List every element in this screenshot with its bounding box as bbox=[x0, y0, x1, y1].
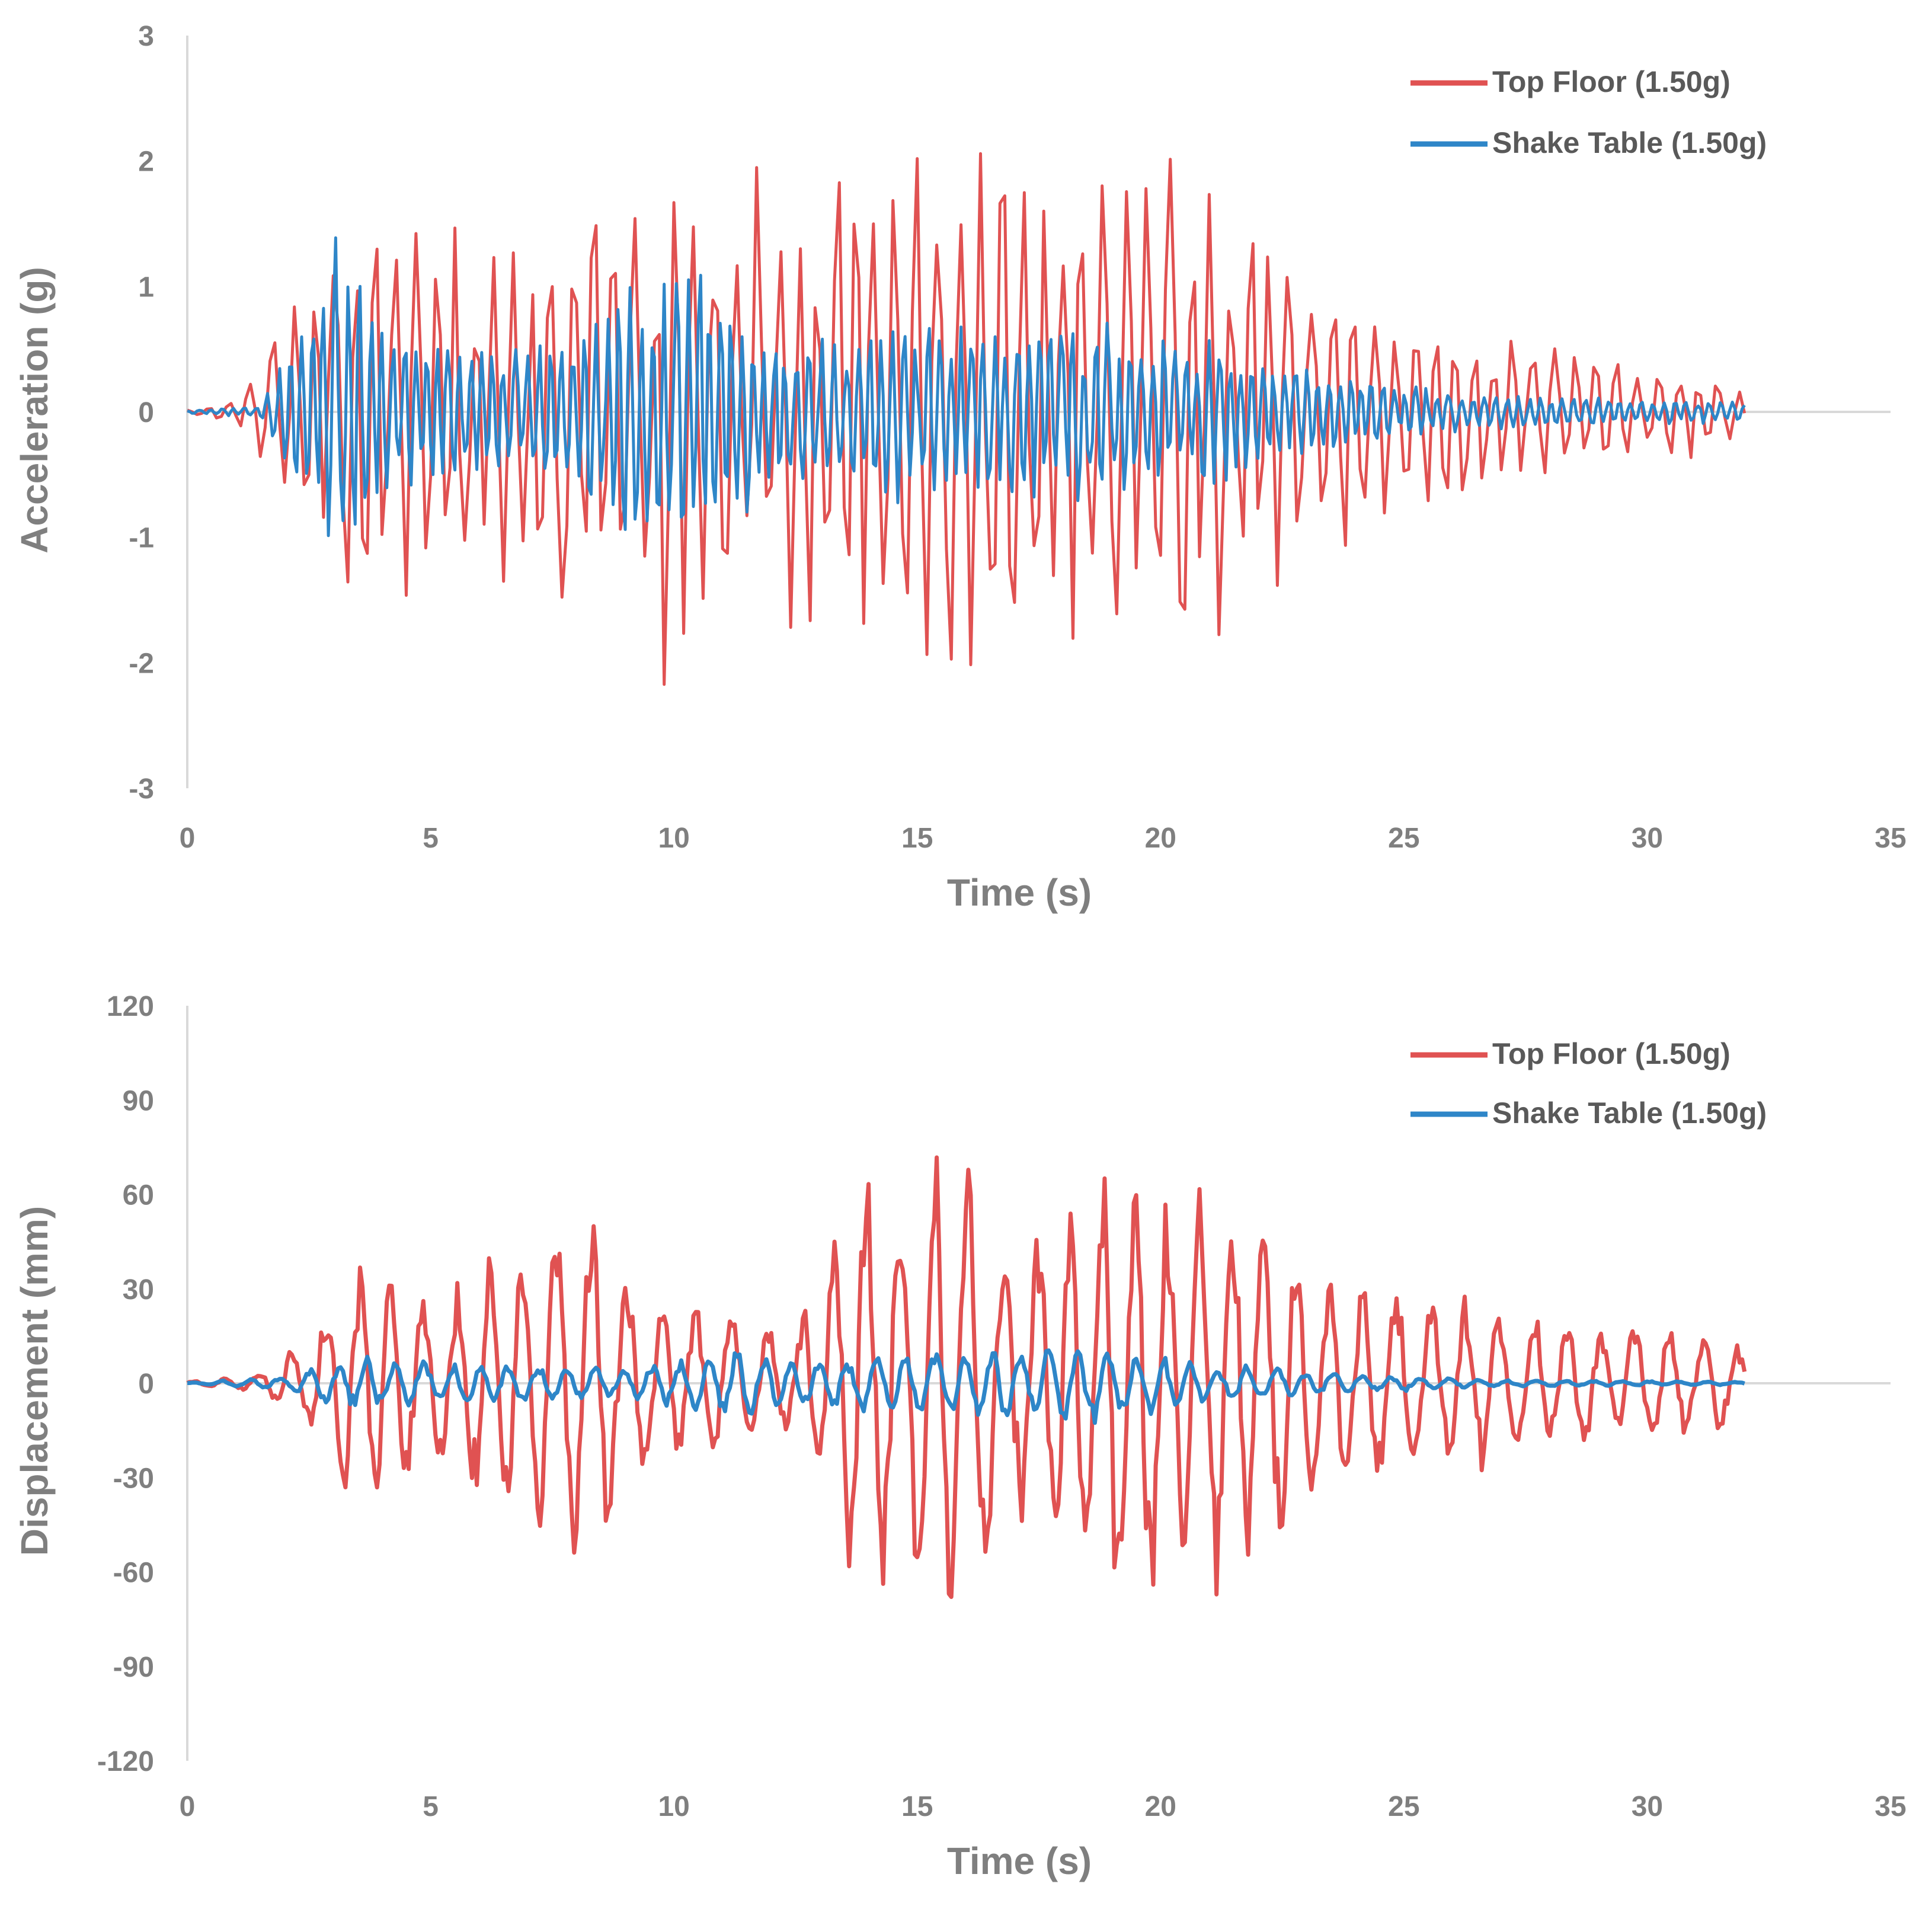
displacement-chart-legend-label: Top Floor (1.50g) bbox=[1492, 1037, 1731, 1070]
acceleration-chart-x-tick-label: 25 bbox=[1388, 823, 1419, 854]
displacement-chart-series-shake-table-line bbox=[187, 1348, 1745, 1425]
displacement-chart-y-tick-label: -30 bbox=[113, 1463, 154, 1494]
acceleration-chart-legend-label: Shake Table (1.50g) bbox=[1492, 126, 1767, 159]
acceleration-chart-y-tick-label: 2 bbox=[138, 146, 154, 178]
acceleration-chart-x-tick-label: 5 bbox=[423, 823, 439, 854]
displacement-chart-x-tick-label: 10 bbox=[658, 1791, 689, 1822]
displacement-chart-y-tick-label: -120 bbox=[97, 1746, 154, 1777]
acceleration-chart-x-tick-label: 0 bbox=[180, 823, 196, 854]
acceleration-chart-y-tick-label: 3 bbox=[138, 21, 154, 52]
displacement-chart-y-tick-label: 60 bbox=[123, 1180, 154, 1211]
acceleration-chart-y-tick-label: -3 bbox=[129, 773, 154, 805]
displacement-chart-y-tick-label: 90 bbox=[123, 1085, 154, 1117]
acceleration-chart-x-tick-label: 35 bbox=[1875, 823, 1906, 854]
acceleration-chart-x-axis-title: Time (s) bbox=[947, 871, 1092, 914]
displacement-chart-x-tick-label: 15 bbox=[901, 1791, 933, 1822]
acceleration-chart-x-tick-label: 15 bbox=[901, 823, 933, 854]
displacement-chart-x-tick-label: 5 bbox=[423, 1791, 439, 1822]
acceleration-chart-x-tick-label: 30 bbox=[1632, 823, 1663, 854]
displacement-chart-y-tick-label: 30 bbox=[123, 1274, 154, 1306]
acceleration-chart-series-top-floor-line bbox=[187, 152, 1747, 686]
acceleration-chart-legend-label: Top Floor (1.50g) bbox=[1492, 65, 1731, 98]
acceleration-chart-y-axis-title: Acceleration (g) bbox=[13, 267, 56, 554]
acceleration-chart-y-tick-label: 0 bbox=[138, 397, 154, 428]
acceleration-chart-y-tick-label: -1 bbox=[129, 523, 154, 554]
displacement-chart-x-tick-label: 0 bbox=[180, 1791, 196, 1822]
acceleration-chart-y-tick-label: 1 bbox=[138, 271, 154, 303]
displacement-chart-x-tick-label: 25 bbox=[1388, 1791, 1419, 1822]
acceleration-chart-series-shake-table-line bbox=[187, 236, 1746, 538]
acceleration-chart-x-tick-label: 20 bbox=[1145, 823, 1176, 854]
displacement-chart: Time (s) Displacement (mm) 120 90 60 30 0 -30… bbox=[13, 991, 1907, 1882]
acceleration-chart-x-tick-label: 10 bbox=[658, 823, 689, 854]
displacement-chart-x-tick-label: 35 bbox=[1875, 1791, 1906, 1822]
displacement-chart-series-top-floor-line bbox=[186, 1155, 1747, 1599]
displacement-chart-x-axis-title: Time (s) bbox=[947, 1840, 1092, 1882]
displacement-chart-y-tick-label: 120 bbox=[107, 991, 154, 1022]
displacement-chart-x-tick-label: 20 bbox=[1145, 1791, 1176, 1822]
displacement-chart-y-tick-label: -60 bbox=[113, 1558, 154, 1589]
displacement-chart-y-axis-title: Displacement (mm) bbox=[13, 1206, 56, 1556]
displacement-chart-y-tick-label: -90 bbox=[113, 1652, 154, 1683]
displacement-chart-x-tick-label: 30 bbox=[1632, 1791, 1663, 1822]
displacement-chart-legend-label: Shake Table (1.50g) bbox=[1492, 1096, 1767, 1130]
acceleration-chart-y-tick-label: -2 bbox=[129, 648, 154, 679]
displacement-chart-y-tick-label: 0 bbox=[138, 1368, 154, 1400]
